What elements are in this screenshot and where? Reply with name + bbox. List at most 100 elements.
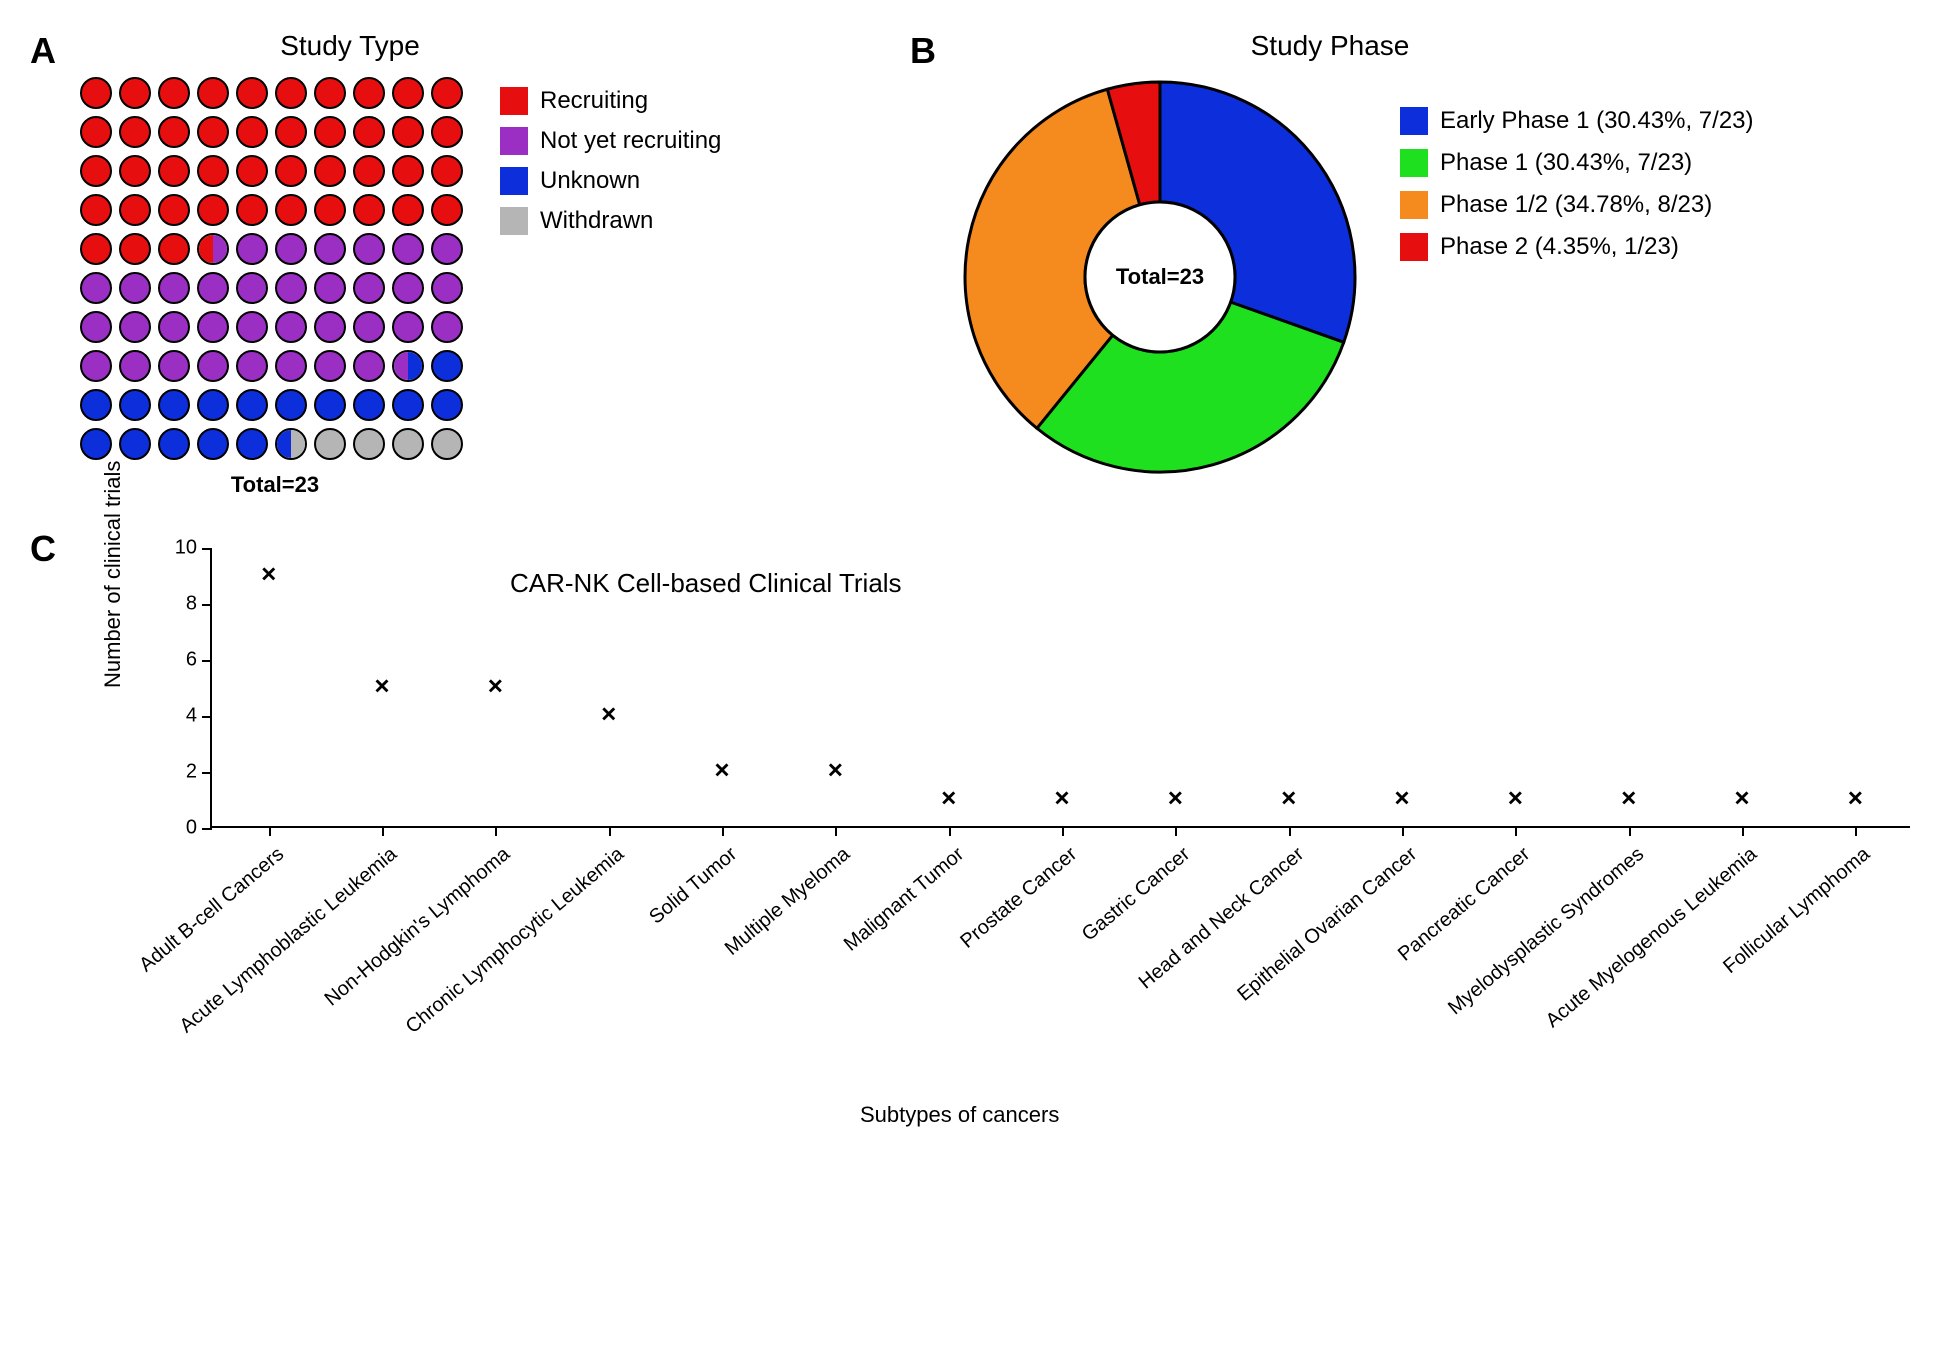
waffle-dot (197, 389, 229, 421)
panel-b: B Study Phase Total=23 Early Phase 1 (30… (910, 30, 1913, 498)
waffle-dot (197, 77, 229, 109)
waffle-dot (236, 272, 268, 304)
data-marker: × (1508, 783, 1523, 814)
y-tick (202, 660, 212, 662)
data-marker: × (1734, 783, 1749, 814)
waffle-dot (158, 389, 190, 421)
y-tick-label: 8 (172, 593, 197, 616)
legend-item: Withdrawn (500, 207, 721, 235)
waffle-dot (314, 233, 346, 265)
panel-c-label: C (30, 528, 56, 570)
legend-label: Not yet recruiting (540, 127, 721, 155)
panel-b-body: Total=23 Early Phase 1 (30.43%, 7/23) Pha… (960, 77, 1913, 477)
waffle-dot (392, 272, 424, 304)
legend-label: Recruiting (540, 87, 648, 115)
legend-label: Phase 1/2 (34.78%, 8/23) (1440, 191, 1712, 219)
panel-b-label: B (910, 30, 936, 72)
waffle-dot (392, 428, 424, 460)
data-marker: × (488, 671, 503, 702)
x-tick (495, 826, 497, 836)
y-tick-label: 6 (172, 649, 197, 672)
panel-a-total: Total=23 (80, 472, 470, 498)
waffle-dot (119, 350, 151, 382)
legend-item: Phase 1 (30.43%, 7/23) (1400, 149, 1754, 177)
waffle-dot (80, 350, 112, 382)
waffle-dot (236, 389, 268, 421)
legend-label: Phase 2 (4.35%, 1/23) (1440, 233, 1679, 261)
waffle-dot (392, 389, 424, 421)
waffle-dot (431, 350, 463, 382)
panel-b-title: Study Phase (1080, 30, 1580, 62)
waffle-dot (80, 428, 112, 460)
waffle-dot (275, 116, 307, 148)
data-marker: × (1168, 783, 1183, 814)
waffle-dot (236, 428, 268, 460)
data-marker: × (714, 755, 729, 786)
waffle-dot (314, 77, 346, 109)
waffle-dot (236, 233, 268, 265)
waffle-dot (119, 77, 151, 109)
x-tick (1855, 826, 1857, 836)
waffle-dot (236, 77, 268, 109)
waffle-dot (353, 350, 385, 382)
waffle-dot (353, 77, 385, 109)
waffle-dot (80, 272, 112, 304)
waffle-chart (80, 77, 470, 464)
x-tick (1742, 826, 1744, 836)
y-tick (202, 828, 212, 830)
x-tick (1629, 826, 1631, 836)
legend-swatch (500, 167, 528, 195)
waffle-dot (158, 428, 190, 460)
waffle-dot (197, 311, 229, 343)
waffle-dot (392, 350, 424, 382)
panel-a: A Study Type Total=23 RecruitingNot yet … (30, 30, 850, 498)
waffle-dot (392, 311, 424, 343)
waffle-dot (197, 233, 229, 265)
waffle-dot (353, 155, 385, 187)
x-tick (1175, 826, 1177, 836)
waffle-dot (119, 194, 151, 226)
waffle-dot (353, 389, 385, 421)
y-tick-label: 0 (172, 817, 197, 840)
waffle-dot (431, 311, 463, 343)
x-tick (949, 826, 951, 836)
legend-item: Phase 1/2 (34.78%, 8/23) (1400, 191, 1754, 219)
waffle-dot (392, 116, 424, 148)
waffle-dot (431, 389, 463, 421)
y-tick (202, 772, 212, 774)
panel-a-body: Total=23 Recruiting Not yet recruiting Unk… (80, 77, 850, 498)
data-marker: × (1621, 783, 1636, 814)
y-tick-label: 4 (172, 705, 197, 728)
legend-swatch (1400, 233, 1428, 261)
waffle-dot (314, 116, 346, 148)
x-tick (1515, 826, 1517, 836)
panel-a-label: A (30, 30, 56, 72)
legend-item: Early Phase 1 (30.43%, 7/23) (1400, 107, 1754, 135)
waffle-dot (275, 389, 307, 421)
legend-label: Unknown (540, 167, 640, 195)
legend-swatch (500, 127, 528, 155)
waffle-dot (431, 77, 463, 109)
waffle-dot (353, 194, 385, 226)
waffle-dot (80, 77, 112, 109)
legend-swatch (500, 207, 528, 235)
waffle-dot (275, 155, 307, 187)
top-row: A Study Type Total=23 RecruitingNot yet … (30, 30, 1913, 498)
waffle-dot (431, 155, 463, 187)
waffle-dot (158, 194, 190, 226)
plot-area: 0246810Adult B-cell Cancers×Acute Lympho… (210, 548, 1910, 828)
waffle-dot (119, 389, 151, 421)
donut-center-label: Total=23 (1116, 264, 1204, 290)
waffle-dot (353, 233, 385, 265)
waffle-dot (80, 116, 112, 148)
waffle-dot (158, 311, 190, 343)
waffle-dot (392, 233, 424, 265)
waffle-dot (353, 428, 385, 460)
waffle-dot (158, 233, 190, 265)
data-marker: × (1281, 783, 1296, 814)
waffle-dot (119, 155, 151, 187)
x-tick (1402, 826, 1404, 836)
waffle-dot (119, 311, 151, 343)
legend-item: Phase 2 (4.35%, 1/23) (1400, 233, 1754, 261)
waffle-dot (275, 428, 307, 460)
